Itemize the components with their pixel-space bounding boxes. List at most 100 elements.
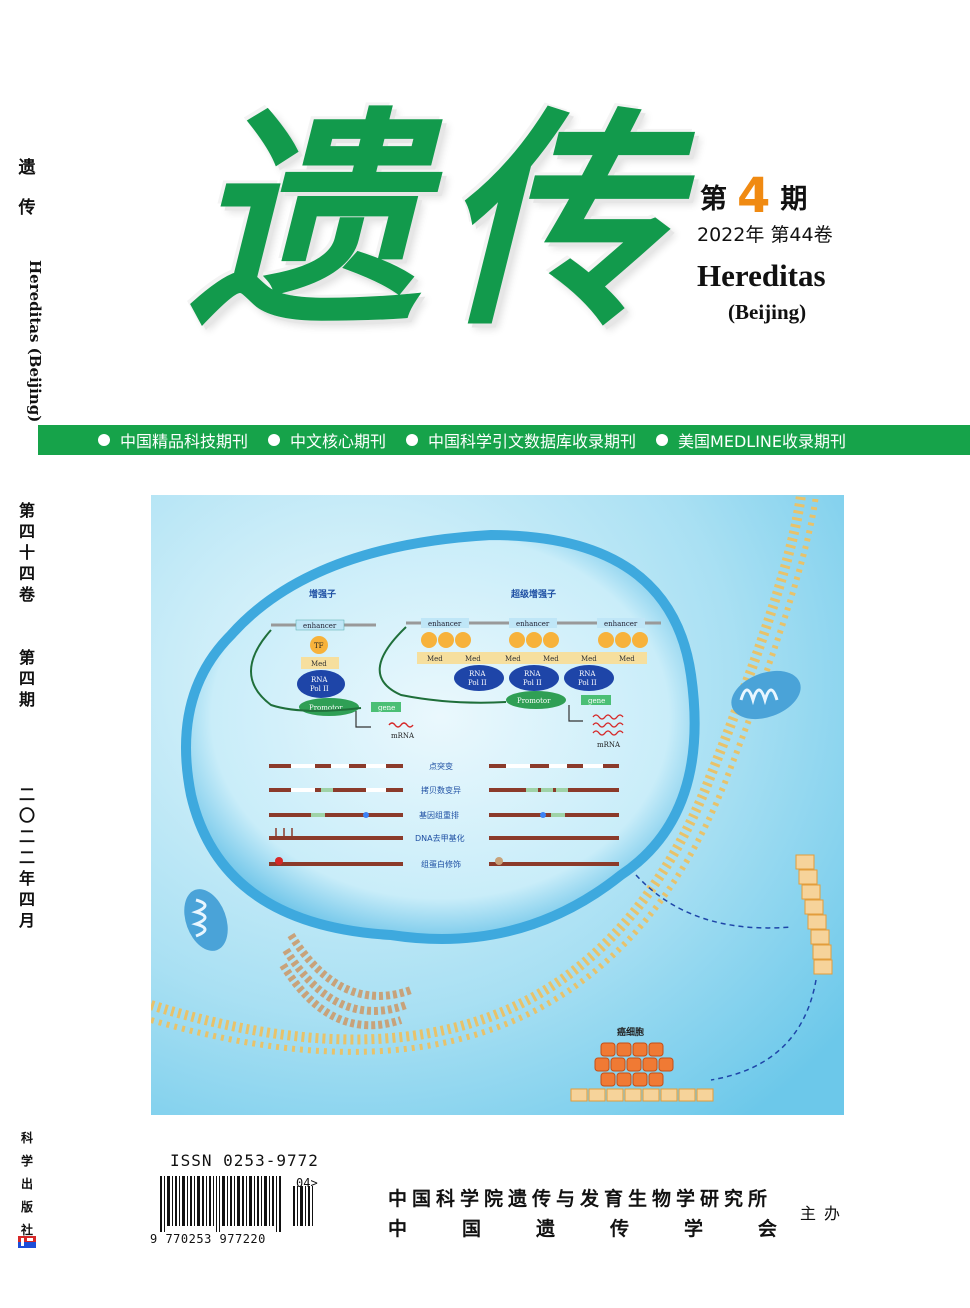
enhancer-label: enhancer [303,622,337,630]
dna-track [269,764,619,768]
enhancer-label: enhancer [604,620,638,628]
mrna-label: mRNA [391,732,415,740]
rna-pol-label: Pol II [578,679,597,687]
gene-label: gene [588,697,605,705]
epithelial-cells-icon [795,854,833,975]
issn: ISSN 0253-9772 [170,1151,319,1170]
index-item-label: 中国精品科技期刊 [120,432,249,451]
index-item: 中文核心期刊 [268,428,386,452]
cancer-cell-label: 癌细胞 [617,1026,644,1038]
spine-issue-char: 第 [18,648,35,667]
spine-date-char: 月 [18,911,35,930]
bullet-icon [656,434,669,446]
med-label: Med [543,655,559,663]
cell-membrane [151,495,806,1045]
index-item: 中国科学引文数据库收录期刊 [406,428,636,452]
dna-track [269,812,619,818]
enhancer-label: enhancer [428,620,462,628]
med-label: Med [465,655,481,663]
spine-publisher-char: 社 [20,1223,33,1237]
med-label: Med [581,655,597,663]
spine-volume: 第 四 十 四 卷 [10,500,44,605]
cell-membrane-inner [151,495,819,1055]
super-enhancer-heading: 超级增强子 [510,588,556,600]
rna-pol-label: Pol II [523,679,542,687]
spine-publisher-char: 出 [20,1177,33,1191]
rna-pol-label: RNA [311,676,328,684]
sponsor-society-char: 遗 [535,1218,560,1240]
index-item-label: 中国科学引文数据库收录期刊 [428,432,637,451]
super-enhancer-diagram: enhancer enhancer enhancer Med Med Med M… [378,618,661,749]
bullet-icon [98,434,110,446]
cancer-cells-icon [594,1042,674,1087]
host-label: 主办 [800,1204,849,1223]
spine-issue-char: 期 [18,690,35,709]
sponsor-society-char: 学 [683,1218,708,1240]
variant-label: 组蛋白修饰 [421,859,461,869]
med-label: Med [427,655,443,663]
index-item-label: 美国MEDLINE收录期刊 [678,432,846,451]
spine-publisher-char: 科 [20,1131,33,1145]
basal-cells-icon [570,1088,714,1102]
barcode-addon: 04> [296,1176,318,1190]
mrna-label: mRNA [597,741,621,749]
index-item-label: 中文核心期刊 [290,432,387,451]
rna-pol-label: RNA [579,670,596,678]
cover-illustration: 增强子 超级增强子 enhancer TF Med RNA Pol II Pro… [151,495,844,1115]
spine-issue: 第 四 期 [10,647,44,710]
spine-publisher-char: 学 [20,1154,33,1168]
spine-issue-char: 四 [18,669,35,688]
issue-digit: 4 [737,168,771,224]
variant-rows: 点突变 拷贝数变异 基因组重排 DNA去甲基化 组蛋白修饰 [269,761,619,869]
spine-date-char: 年 [18,869,35,888]
spine-volume-char: 十 [18,543,35,562]
dna-track [269,828,619,840]
spine-date-char: 二 [18,785,35,804]
variant-label: 拷贝数变异 [421,785,461,795]
promotor-label: Promotor [517,697,551,705]
progression-arrow [635,874,792,929]
gene-label: gene [378,704,395,712]
mitochondrion-icon [184,889,228,951]
english-subtitle: (Beijing) [728,300,807,324]
dna-track [269,857,619,866]
spine-date-char: 四 [18,890,35,909]
issue-suffix: 期 [780,184,808,215]
index-item: 中国精品科技期刊 [98,428,248,452]
journal-title-char: 传 [440,87,670,357]
rna-pol-label: RNA [469,670,486,678]
bullet-icon [268,434,281,446]
spine-title-char: 传 [18,198,36,218]
index-bar: 中国精品科技期刊 中文核心期刊 中国科学引文数据库收录期刊 美国MEDLINE收… [38,425,970,455]
tf-label: TF [314,642,324,650]
mitochondrion-icon [731,670,801,720]
variant-label: 基因组重排 [419,810,459,820]
variant-label: DNA去甲基化 [415,833,465,843]
spine-volume-char: 四 [18,522,35,541]
rna-pol-label: Pol II [310,685,329,693]
spine-publisher-char: 版 [20,1200,33,1214]
journal-title-char: 遗 [190,87,420,357]
promotor-label: Promotor [309,704,343,712]
index-item: 美国MEDLINE收录期刊 [656,428,846,452]
rna-pol-label: Pol II [468,679,487,687]
med-label: Med [619,655,635,663]
rna-pol-label: RNA [524,670,541,678]
barcode-icon [160,1176,313,1232]
sponsor-society-char: 传 [609,1218,634,1240]
barcode-digits: 9 770253 977220 [150,1232,266,1246]
spine-date-char: 〇 [18,806,35,825]
issue-prefix: 第 [700,184,727,215]
journal-title: 遗 传 [190,87,670,362]
publisher-logo-icon [18,1236,36,1248]
spine-english-title: Hereditas (Beijing) [10,260,44,422]
spine-title-char: 遗 [18,158,36,178]
year-volume: 2022年 第44卷 [697,224,833,246]
sponsor-society-char: 中 [388,1218,413,1240]
sponsor-society-char: 国 [461,1218,486,1240]
med-label: Med [311,660,327,668]
spine-date-char: 二 [18,848,35,867]
med-label: Med [505,655,521,663]
bullet-icon [406,434,419,446]
